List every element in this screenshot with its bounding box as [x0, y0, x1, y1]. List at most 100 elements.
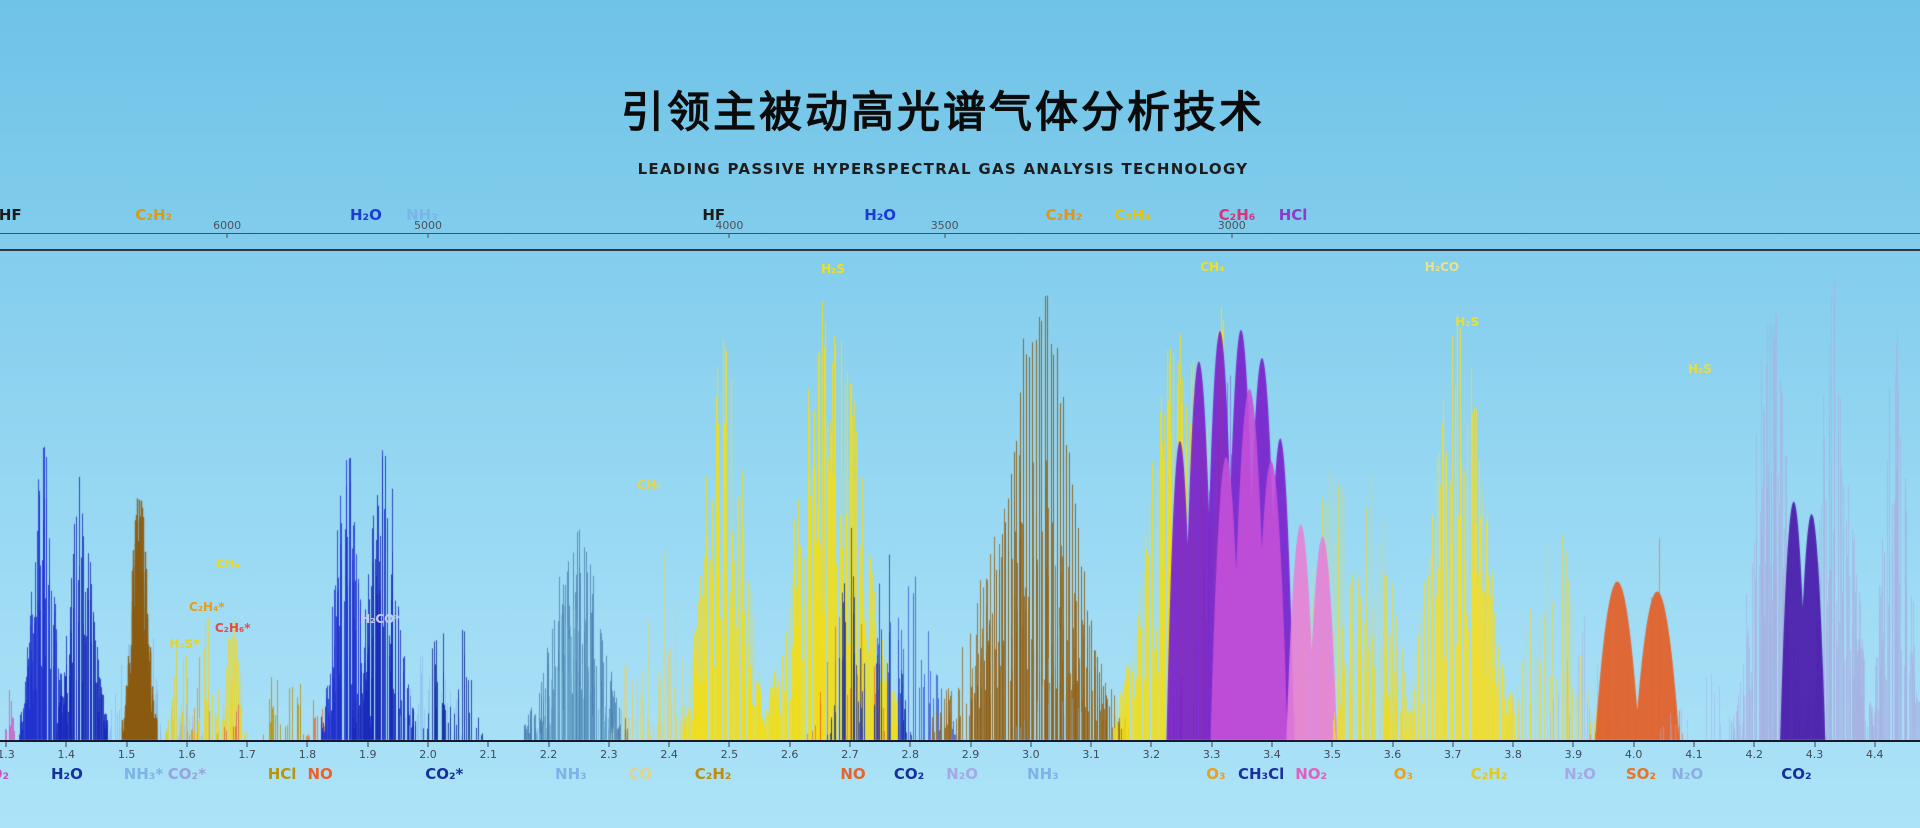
bottom-axis-tick [1150, 742, 1152, 747]
bottom-axis-tick-label: 4.1 [1685, 748, 1703, 761]
gas-label-inplot: H₂S [1687, 362, 1712, 376]
bottom-axis-tick-label: 1.4 [57, 748, 76, 761]
bottom-axis-tick-label: 1.3 [0, 748, 15, 761]
top-axis-tick-label: 5000 [414, 219, 442, 232]
gas-label-top: C₂H₄ [1114, 206, 1152, 224]
gas-label-bottom: SO₂ [1625, 765, 1656, 783]
gas-label-bottom: CO₂ [1781, 765, 1812, 783]
bottom-axis-tick [1271, 742, 1273, 747]
bottom-axis-tick-label: 1.5 [117, 748, 136, 761]
bottom-axis-tick [970, 742, 972, 747]
bottom-axis-tick-label: 4.3 [1805, 748, 1824, 761]
page-subtitle: LEADING PASSIVE HYPERSPECTRAL GAS ANALYS… [637, 160, 1249, 178]
bottom-axis-tick-label: 2.1 [479, 748, 498, 761]
gas-label-bottom: NO [840, 765, 866, 783]
bottom-axis-tick [186, 742, 188, 747]
bottom-axis-tick [1693, 742, 1695, 747]
gas-label-top: H₂O [349, 206, 382, 224]
bottom-axis-tick [1874, 742, 1876, 747]
plot-top-border [0, 249, 1920, 251]
gas-label-bottom: CO [628, 765, 653, 783]
bottom-axis-tick-label: 3.0 [1022, 748, 1040, 761]
bottom-axis-tick-label: 3.7 [1444, 748, 1462, 761]
gas-label-inplot: CH₄ [215, 557, 240, 571]
top-axis-tick-label: 3500 [930, 219, 959, 232]
top-axis-tick [427, 233, 429, 238]
top-axis-line [0, 233, 1920, 234]
bottom-axis-tick-label: 3.2 [1142, 748, 1161, 761]
bottom-axis-tick [1030, 742, 1032, 747]
bottom-axis-tick-label: 2.8 [901, 748, 920, 761]
bottom-axis-tick-label: 3.8 [1504, 748, 1522, 761]
bottom-axis-tick-label: 3.1 [1082, 748, 1100, 761]
bottom-axis-tick [306, 742, 308, 747]
top-axis-tick-label: 4000 [715, 219, 744, 232]
gas-label-bottom: NO [307, 765, 333, 783]
bottom-axis-tick-label: 2.4 [660, 748, 678, 761]
bottom-axis-tick-label: 2.2 [539, 748, 558, 761]
bottom-axis-tick-label: 3.4 [1263, 748, 1281, 761]
top-axis-tick-label: 6000 [213, 219, 242, 232]
gas-label-bottom: CH₃Cl [1237, 765, 1285, 783]
bottom-axis-tick [1512, 742, 1514, 747]
gas-label-bottom: HCl [267, 765, 297, 783]
bottom-axis-tick [5, 742, 7, 747]
bottom-axis-tick [1814, 742, 1815, 747]
gas-label-bottom: C₂H₂ [1470, 765, 1508, 783]
gas-label-top: HF [702, 206, 726, 224]
bottom-axis-tick [1392, 742, 1394, 747]
top-axis-tick [728, 233, 730, 238]
gas-label-bottom: NO₂ [1295, 765, 1328, 783]
gas-label-bottom: O₃ [1206, 765, 1226, 783]
bottom-axis-tick [427, 742, 429, 747]
gas-label-top: NH₃ [406, 206, 438, 224]
gas-label-bottom: O₂ [0, 765, 10, 783]
bottom-axis-tick-label: 1.7 [238, 748, 256, 761]
bottom-axis-tick [608, 742, 610, 747]
bottom-axis-tick-label: 2.6 [780, 748, 799, 761]
bottom-axis-tick [668, 742, 670, 747]
bottom-axis-tick [849, 742, 851, 747]
bottom-axis-tick [126, 742, 128, 747]
gas-label-bottom: C₂H₂ [694, 765, 732, 783]
bottom-axis-tick-label: 1.6 [178, 748, 196, 761]
gas-label-top: C₂H₆ [1218, 206, 1256, 224]
gas-label-inplot: H₂S* [169, 637, 200, 651]
bottom-axis-tick-label: 2.0 [419, 748, 437, 761]
gas-label-bottom: CO₂ [893, 765, 925, 783]
gas-label-top: H₂O [864, 206, 897, 224]
gas-label-top: C₂H₂ [135, 206, 173, 224]
bottom-axis-tick-label: 3.5 [1323, 748, 1341, 761]
bottom-axis-line [0, 740, 1920, 742]
bottom-axis-tick-label: 1.8 [298, 748, 317, 761]
gas-label-bottom: NH₃ [1027, 765, 1059, 783]
bottom-axis-tick [1331, 742, 1333, 747]
bottom-axis-tick [367, 742, 369, 747]
gas-label-bottom: NH₃* [123, 765, 164, 783]
gas-label-bottom: N₂O [1564, 765, 1596, 783]
bottom-axis-tick-label: 2.3 [600, 748, 618, 761]
bottom-axis-tick-label: 2.5 [720, 748, 739, 761]
top-axis-tick [226, 233, 228, 238]
bottom-axis-tick-label: 3.3 [1202, 748, 1221, 761]
bottom-axis-tick-label: 2.9 [961, 748, 980, 761]
gas-label-inplot: H₂CO [1424, 260, 1460, 274]
bottom-axis-tick [1452, 742, 1454, 747]
gas-label-top: C₂H₂ [1045, 206, 1083, 224]
top-axis-tick [1231, 233, 1233, 238]
bottom-axis-tick [1633, 742, 1635, 747]
bottom-axis-tick [1572, 742, 1574, 747]
gas-label-inplot: H₂S [1455, 315, 1480, 329]
gas-label-inplot: C₂H₆* [214, 621, 251, 635]
top-axis-tick-label: 3000 [1217, 219, 1246, 232]
top-axis-tick [944, 233, 946, 238]
bottom-axis-tick-label: 1.9 [358, 748, 377, 761]
gas-label-bottom: N₂O [946, 765, 979, 783]
bottom-axis-tick [789, 742, 791, 747]
bottom-axis-tick-label: 3.6 [1383, 748, 1402, 761]
